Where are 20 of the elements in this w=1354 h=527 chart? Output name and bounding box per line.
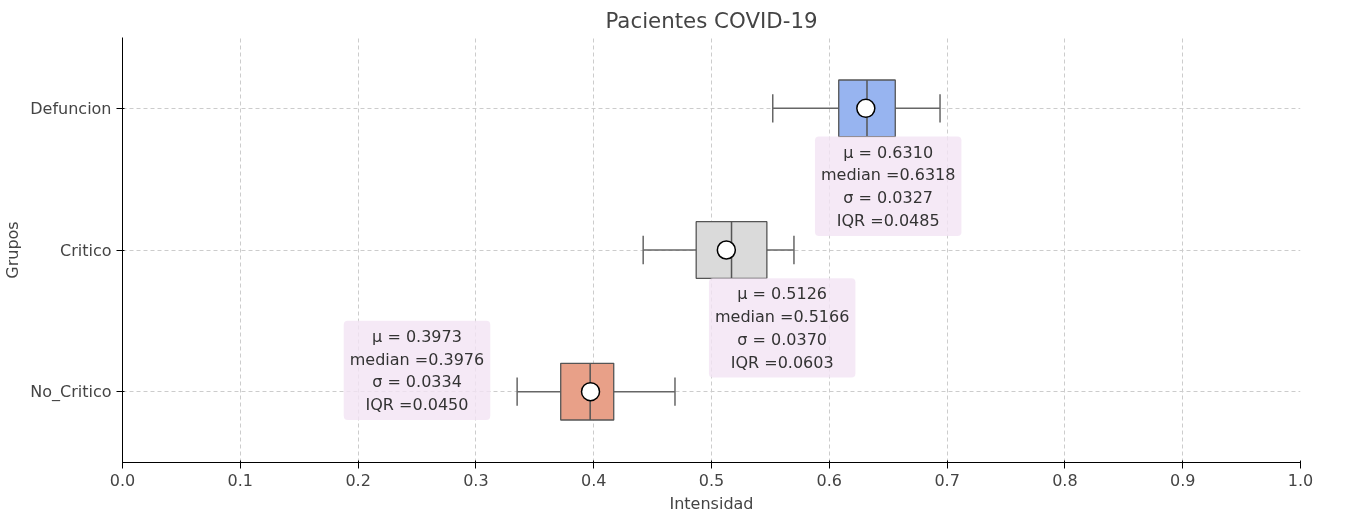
x-tick-label: 0.9 <box>1169 470 1196 490</box>
y-axis-title: Grupos <box>3 221 23 279</box>
x-tick-label: 0.2 <box>345 470 371 490</box>
annotation: μ = 0.3973 median =0.3976 σ = 0.0334 IQR =0.0450 <box>349 326 485 415</box>
x-axis-title: Intensidad <box>669 493 754 513</box>
x-tick-label: 0.6 <box>816 470 843 490</box>
x-tick-label: 0.1 <box>227 470 254 490</box>
x-tick-label: 0.8 <box>1052 470 1078 490</box>
y-tick-label: Critico <box>60 240 112 260</box>
x-tick-label: 0.3 <box>463 470 489 490</box>
x-tick-label: 1.0 <box>1287 470 1314 490</box>
x-tick-label: 0.0 <box>109 470 136 490</box>
y-tick-label: Defuncion <box>30 98 112 118</box>
y-tick-label: No_Critico <box>30 382 112 403</box>
x-tick-label: 0.7 <box>934 470 960 490</box>
annotation: μ = 0.6310 median =0.6318 σ = 0.0327 IQR =0.0485 <box>820 142 956 230</box>
chart-title: Pacientes COVID-19 <box>605 7 818 33</box>
x-tick-label: 0.4 <box>580 470 607 490</box>
x-tick-label: 0.5 <box>698 470 725 490</box>
annotation: μ = 0.5126 median =0.5166 σ = 0.0370 IQR =0.0603 <box>714 284 850 372</box>
